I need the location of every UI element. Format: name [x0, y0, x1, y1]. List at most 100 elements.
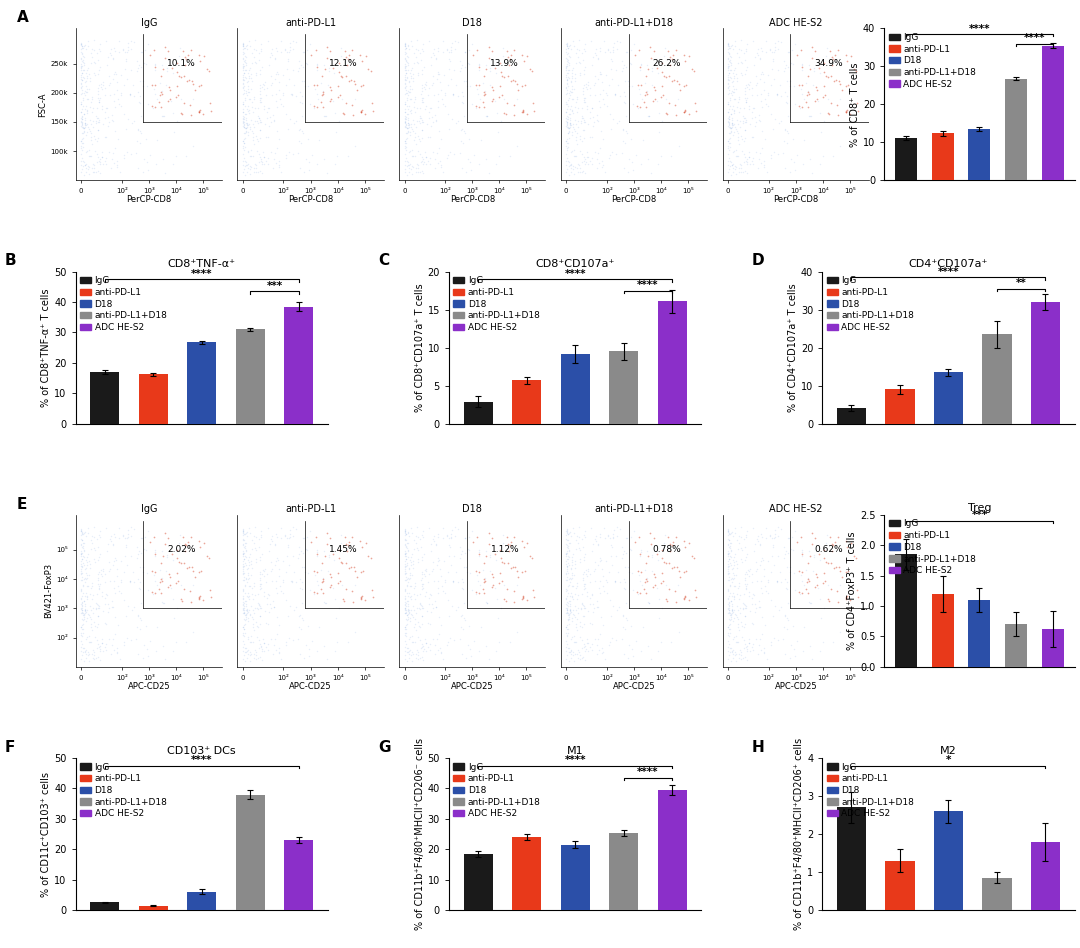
Point: [287, 599, 305, 614]
Point: [584, 596, 602, 611]
Point: [501, 538, 518, 553]
Point: [426, 528, 443, 543]
Point: [564, 557, 581, 573]
Point: [235, 119, 253, 135]
Point: [573, 133, 591, 148]
Point: [129, 550, 146, 565]
Point: [241, 547, 258, 562]
Point: [558, 522, 576, 538]
Point: [659, 106, 676, 121]
Point: [91, 42, 108, 57]
Text: A: A: [17, 10, 29, 26]
Point: [292, 94, 309, 109]
Point: [737, 114, 754, 129]
Point: [268, 140, 285, 155]
Title: IgG: IgG: [140, 18, 157, 27]
Point: [719, 620, 737, 635]
Point: [97, 520, 114, 536]
Point: [609, 78, 626, 93]
Point: [84, 587, 102, 602]
Point: [632, 643, 649, 658]
Point: [234, 71, 252, 86]
Point: [633, 91, 650, 106]
Point: [670, 91, 687, 106]
Point: [725, 590, 742, 605]
Point: [577, 37, 594, 52]
Point: [80, 568, 97, 583]
Point: [653, 600, 671, 615]
Point: [72, 620, 90, 635]
Point: [732, 647, 750, 663]
Point: [278, 78, 295, 93]
Point: [403, 39, 420, 54]
Point: [284, 63, 301, 78]
Point: [409, 552, 427, 567]
Point: [239, 561, 256, 576]
Point: [569, 137, 586, 152]
Point: [402, 592, 419, 607]
Point: [403, 525, 420, 540]
Point: [245, 536, 262, 551]
Point: [562, 601, 579, 616]
Point: [147, 100, 164, 115]
Title: CD103⁺ DCs: CD103⁺ DCs: [167, 746, 237, 756]
Point: [564, 549, 581, 564]
Point: [102, 561, 119, 576]
Point: [676, 104, 693, 119]
Point: [744, 130, 761, 145]
Point: [754, 610, 771, 625]
Point: [198, 548, 215, 563]
Point: [755, 154, 772, 169]
Point: [558, 65, 576, 81]
Point: [400, 116, 417, 131]
Point: [333, 527, 350, 542]
Point: [654, 574, 672, 589]
Point: [400, 601, 417, 616]
Point: [720, 602, 738, 617]
Point: [129, 539, 146, 555]
Point: [767, 43, 784, 58]
Point: [561, 542, 578, 557]
Text: B: B: [5, 253, 16, 268]
Point: [618, 545, 635, 560]
Y-axis label: % of CD8⁺ T cells: % of CD8⁺ T cells: [850, 63, 860, 147]
Point: [514, 103, 531, 118]
X-axis label: PerCP-CD8: PerCP-CD8: [288, 195, 333, 205]
Point: [590, 537, 607, 552]
Point: [72, 97, 90, 112]
Point: [494, 574, 511, 589]
Point: [642, 652, 659, 667]
Point: [396, 154, 414, 169]
Point: [244, 55, 261, 70]
Point: [719, 118, 737, 134]
Point: [559, 578, 577, 593]
Point: [152, 68, 170, 83]
Point: [404, 608, 421, 623]
Point: [396, 538, 414, 553]
Point: [91, 530, 108, 545]
Point: [291, 620, 308, 635]
Point: [396, 161, 414, 176]
Point: [721, 139, 739, 155]
Point: [90, 649, 107, 665]
Point: [241, 555, 258, 570]
Point: [259, 100, 276, 116]
Point: [766, 71, 783, 86]
Point: [447, 602, 464, 617]
Point: [557, 573, 575, 588]
Point: [719, 141, 737, 156]
Point: [584, 110, 602, 125]
Point: [256, 635, 273, 650]
Point: [252, 567, 269, 582]
Point: [719, 640, 737, 655]
Point: [274, 99, 292, 114]
Point: [719, 528, 737, 543]
Point: [399, 56, 416, 71]
Point: [741, 584, 758, 599]
Point: [159, 61, 176, 76]
Point: [82, 46, 99, 61]
Point: [413, 122, 430, 137]
Point: [786, 582, 804, 597]
Point: [454, 121, 471, 137]
Point: [451, 550, 469, 565]
